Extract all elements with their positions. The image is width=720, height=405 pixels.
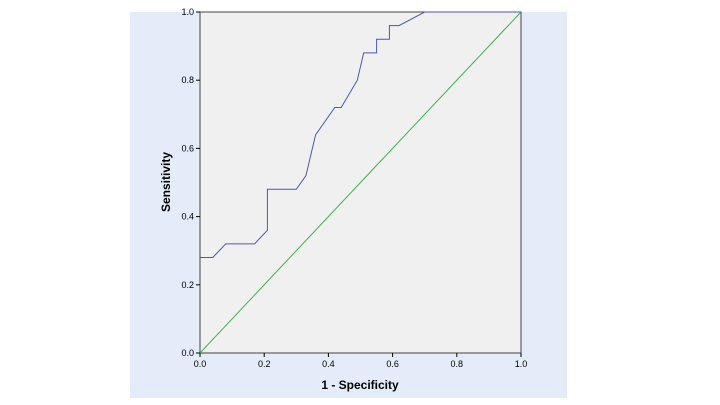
x-tick-label: 0.2 <box>258 359 271 369</box>
x-axis-title: 1 - Specificity <box>321 378 399 392</box>
x-tick-label: 0.8 <box>451 359 464 369</box>
x-tick-label: 0.0 <box>194 359 207 369</box>
y-axis-title: Sensitivity <box>159 152 173 212</box>
roc-curve <box>200 11 521 258</box>
x-tick-label: 0.6 <box>386 359 399 369</box>
y-tick-label: 0.6 <box>181 143 194 153</box>
reference-line <box>199 11 522 354</box>
x-tick-label: 0.4 <box>322 359 335 369</box>
y-tick-label: 1.0 <box>181 7 194 17</box>
y-tick-label: 0.2 <box>181 280 194 290</box>
x-tick-label: 1.0 <box>515 359 528 369</box>
y-tick-label: 0.8 <box>181 75 194 85</box>
y-tick-label: 0.0 <box>181 348 194 358</box>
y-tick-label: 0.4 <box>181 212 194 222</box>
